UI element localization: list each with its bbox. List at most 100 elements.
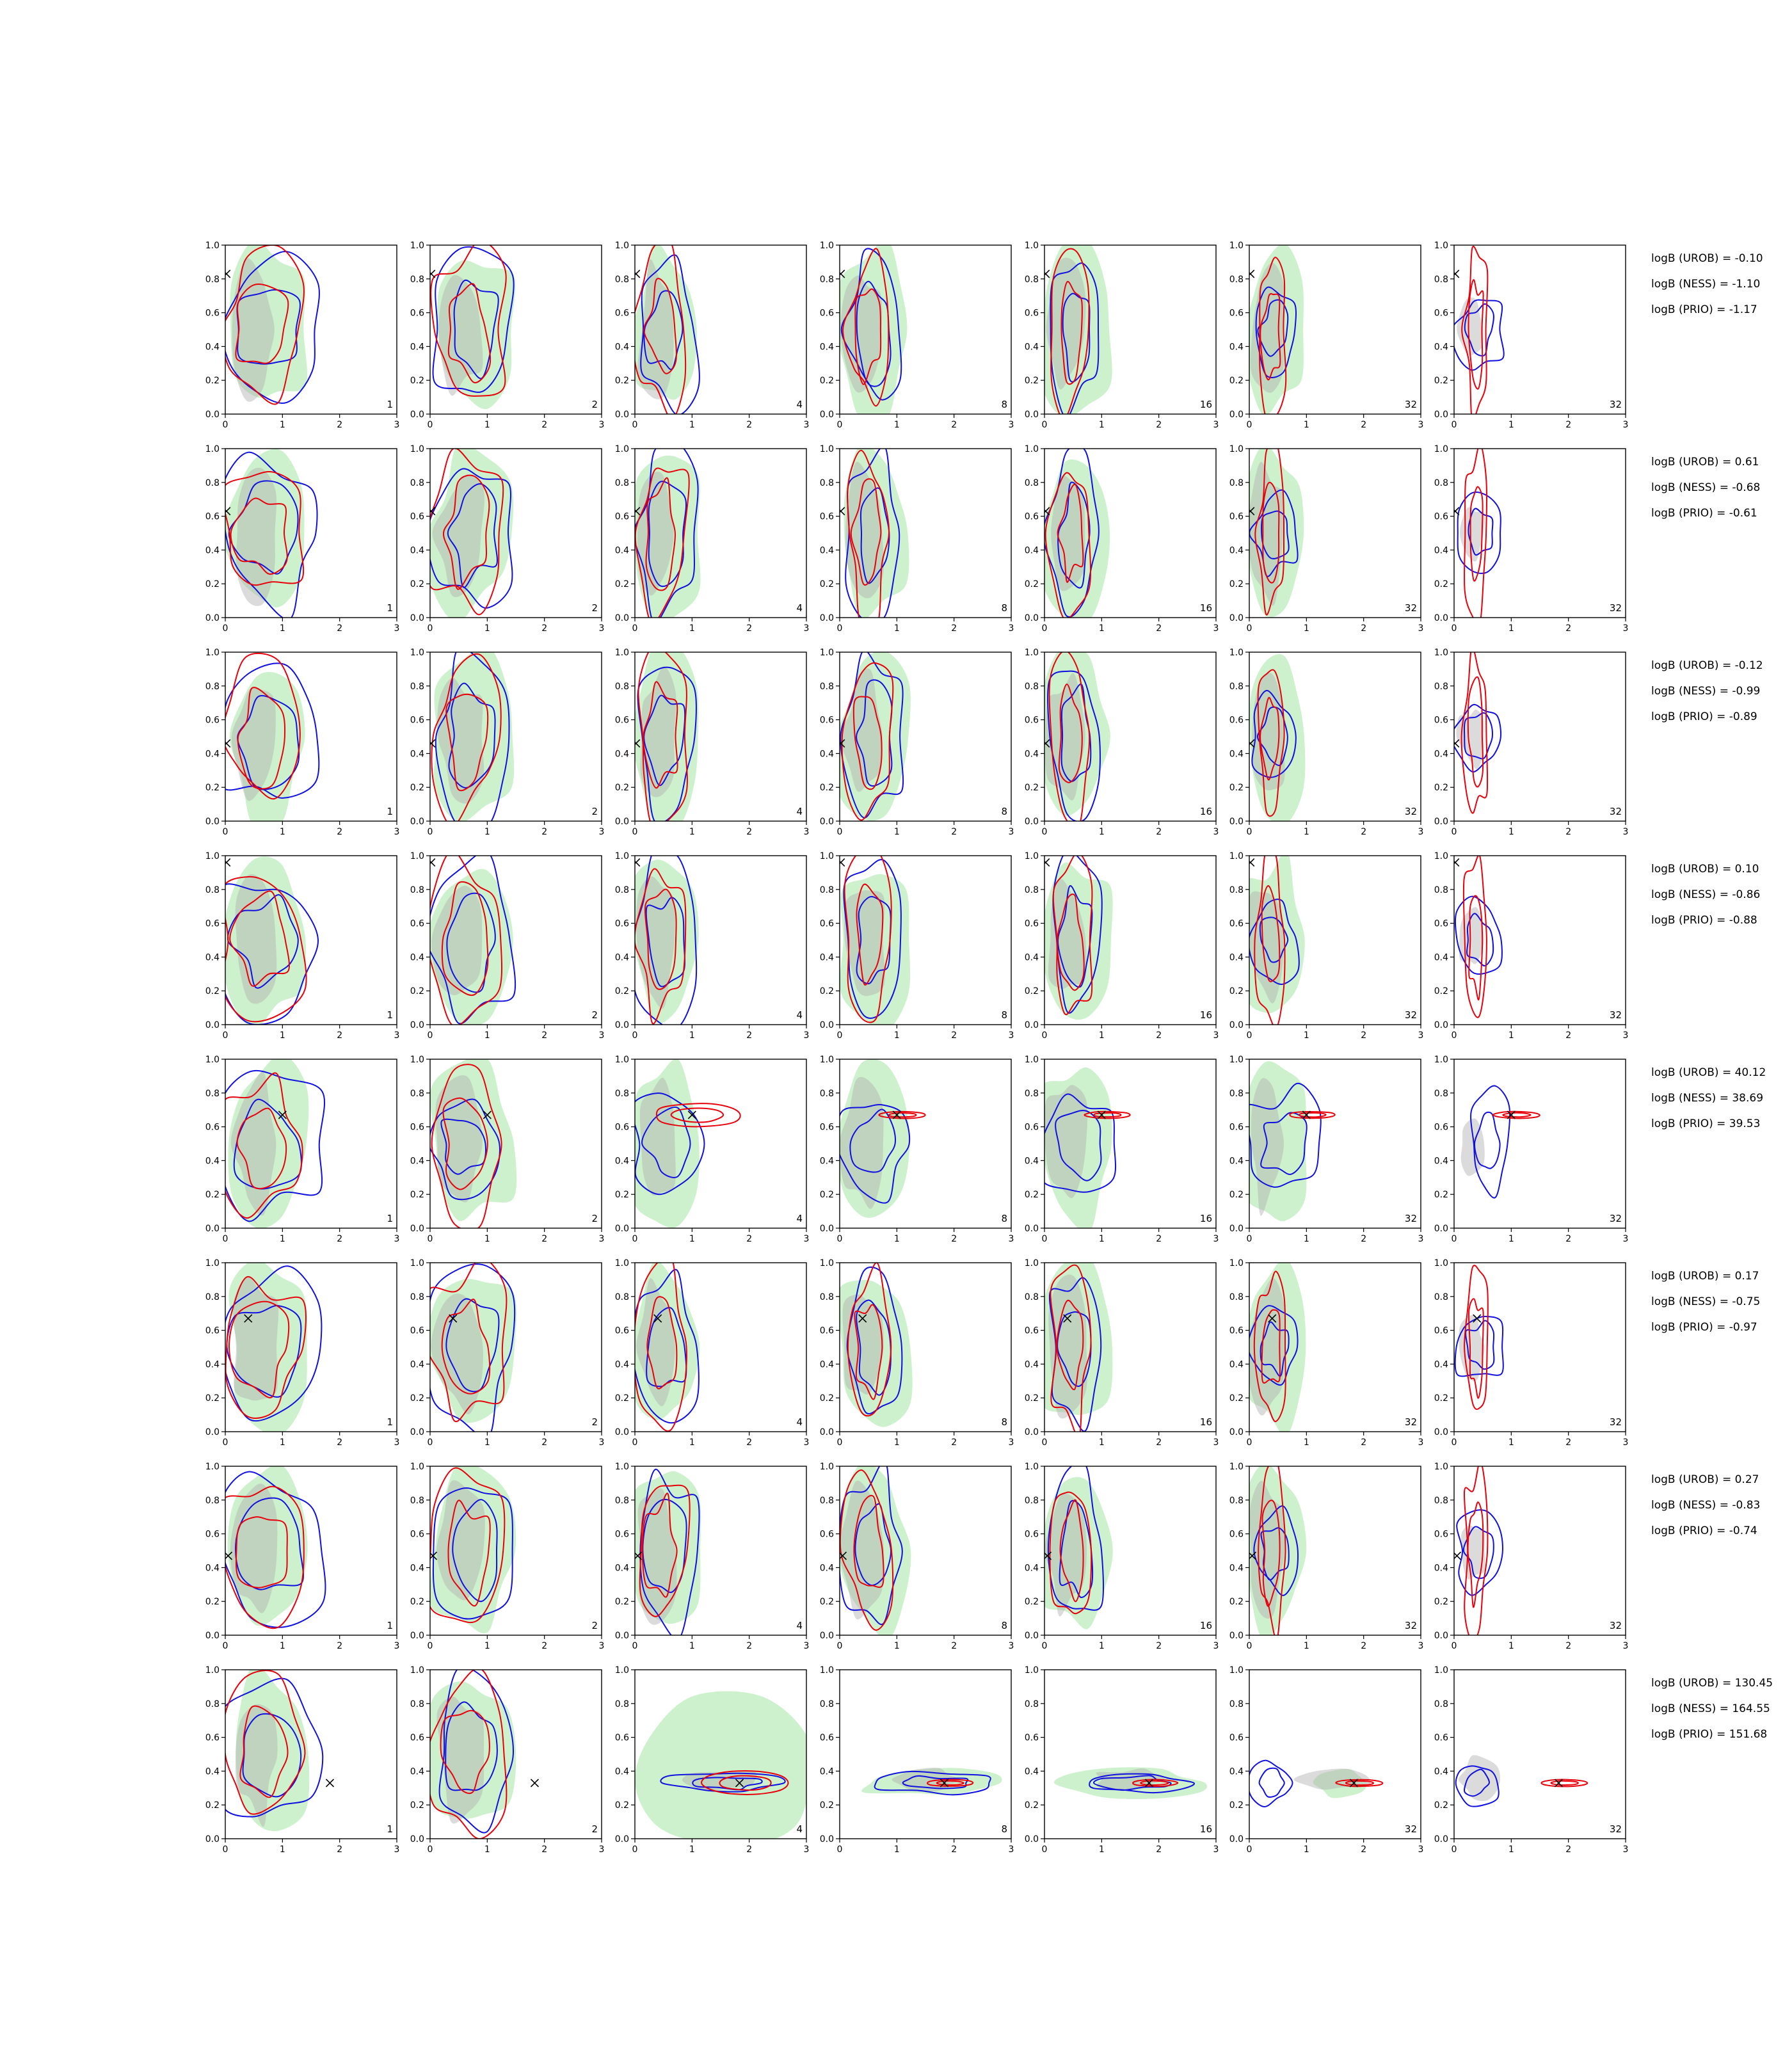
y-tick-label: 1.0 [1025,444,1039,454]
panel-frame [1044,652,1217,822]
blue-contour [1093,1775,1172,1791]
y-tick-label: 0.0 [820,1427,834,1437]
x-tick-label: 2 [1361,1844,1366,1855]
x-tick-label: 1 [894,1030,900,1041]
x-tick-label: 0 [1247,1234,1252,1244]
red-contour [635,1263,687,1432]
column-label: 16 [1200,806,1212,817]
y-tick-label: 0.0 [205,1427,220,1437]
truth-marker [858,1314,867,1323]
y-tick-label: 0.0 [820,1224,834,1234]
x-tick-label: 0 [1452,1030,1457,1041]
blue-contour [432,246,515,393]
red-contour [847,1263,892,1417]
x-tick-label: 3 [1623,827,1629,837]
posterior-density-fill [431,885,483,996]
x-tick-label: 1 [1508,827,1514,837]
blue-contour [1457,491,1501,574]
posterior-density-fill [1044,1493,1087,1617]
truth-marker [225,739,231,748]
y-tick-label: 0.4 [1025,749,1039,759]
truth-marker [1063,1314,1072,1323]
prior-density-fill [1044,1263,1113,1415]
panel-r4-c1: 0 1 2 3 0.0 0.2 0.4 0.6 0.8 1.0 1 [205,851,400,1041]
x-tick-label: 0 [837,827,843,837]
x-tick-label: 3 [804,1437,810,1448]
y-tick-label: 1.0 [615,1055,629,1065]
red-contour [655,1103,741,1128]
y-tick-label: 0.8 [1229,1292,1244,1302]
x-tick-label: 2 [1156,1641,1162,1651]
y-tick-label: 0.0 [410,1020,424,1030]
y-tick-label: 0.4 [410,342,424,352]
panel-frame [1044,448,1217,618]
y-tick-label: 0.8 [820,885,834,895]
logb-prio: logB (PRIO) = 39.53 [1651,1117,1761,1130]
x-tick-label: 0 [1247,1641,1252,1651]
red-contour [441,1299,491,1395]
y-tick-label: 0.2 [1229,579,1244,589]
red-contour [1132,1779,1179,1788]
x-tick-label: 2 [1361,1030,1366,1041]
y-tick-label: 0.0 [1229,1834,1244,1844]
x-tick-label: 2 [746,827,752,837]
y-tick-label: 0.4 [1025,342,1039,352]
blue-contour [225,1677,324,1818]
y-tick-label: 0.2 [1229,1800,1244,1811]
x-tick-label: 3 [1213,420,1219,430]
y-tick-label: 0.2 [820,1393,834,1404]
posterior-density-fill [1046,257,1086,390]
blue-contour [438,1670,514,1834]
x-tick-label: 2 [746,420,752,430]
y-tick-label: 1.0 [205,1258,220,1268]
y-tick-label: 1.0 [820,1055,834,1065]
y-tick-label: 0.0 [205,1834,220,1844]
blue-contour [446,892,496,993]
red-contour [430,1263,508,1423]
red-contour [1058,684,1083,783]
x-tick-label: 0 [632,623,638,634]
x-tick-label: 1 [689,1437,695,1448]
column-label: 2 [591,1416,598,1428]
column-label: 2 [591,1823,598,1835]
red-contour [430,856,503,1025]
y-tick-label: 0.8 [820,275,834,285]
x-tick-label: 2 [746,1437,752,1448]
y-tick-label: 0.8 [1025,275,1039,285]
blue-contour [1473,1111,1501,1169]
y-tick-label: 0.6 [410,1326,424,1336]
blue-contour [635,1092,705,1196]
y-tick-label: 0.0 [615,817,629,827]
x-tick-label: 2 [1565,1641,1571,1651]
blue-contour [1260,1321,1290,1377]
y-tick-label: 0.0 [410,817,424,827]
y-tick-label: 0.0 [1025,1631,1039,1641]
y-tick-label: 0.8 [1229,682,1244,692]
panel-frame [634,1466,807,1636]
truth-marker [1044,858,1050,867]
x-tick-label: 0 [837,1844,843,1855]
blue-contour [1059,1500,1094,1598]
blue-contour [430,1263,516,1432]
y-tick-label: 0.6 [205,512,220,522]
x-tick-label: 1 [1304,1030,1309,1041]
y-tick-label: 0.6 [820,512,834,522]
y-tick-label: 0.6 [1229,716,1244,726]
blue-contour [856,280,892,387]
blue-contour [1470,1085,1511,1199]
blue-contour [840,1104,911,1204]
x-tick-label: 2 [1565,1234,1571,1244]
x-tick-label: 0 [632,1641,638,1651]
y-tick-label: 0.6 [410,1123,424,1133]
column-label: 1 [387,602,393,614]
blue-contour [874,1770,991,1796]
x-tick-label: 0 [1247,623,1252,634]
x-tick-label: 1 [1508,1437,1514,1448]
x-tick-label: 0 [1247,1437,1252,1448]
blue-contour [648,481,687,588]
y-tick-label: 0.0 [1025,1427,1039,1437]
column-label: 32 [1405,1823,1417,1835]
panel-frame [839,855,1012,1025]
x-tick-label: 3 [394,1234,400,1244]
y-tick-label: 0.8 [1434,478,1448,488]
